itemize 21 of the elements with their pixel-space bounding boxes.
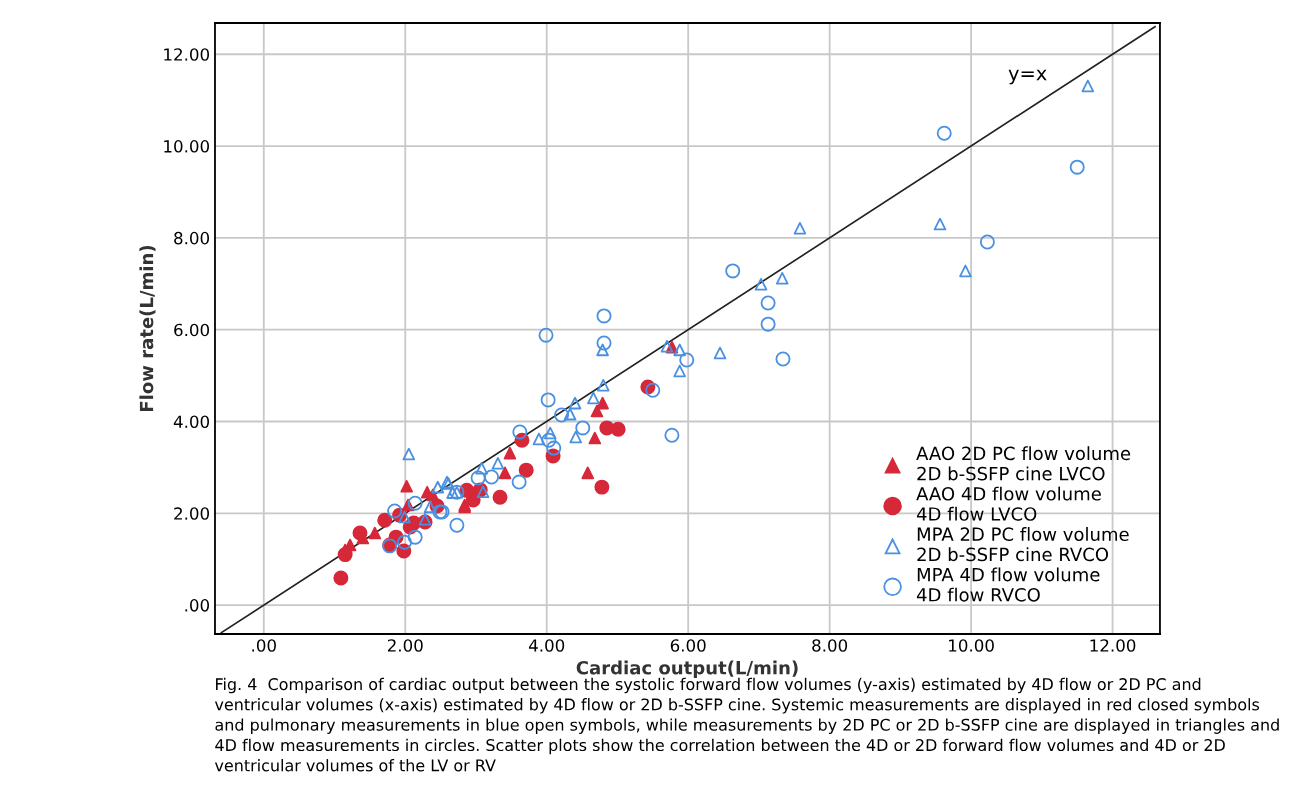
legend-label: MPA 4D flow volume 4D flow RVCO xyxy=(916,567,1100,602)
y-tick-label: 4.00 xyxy=(173,415,210,429)
x-tick-label: 6.00 xyxy=(670,639,706,652)
y-tick-label: .00 xyxy=(185,599,210,612)
x-tick-label: 12.00 xyxy=(1090,639,1136,652)
x-tick-label: 4.00 xyxy=(528,639,565,652)
x-tick-label: 10.00 xyxy=(949,639,994,652)
y-tick-label: 8.00 xyxy=(174,231,210,245)
x-tick-label: 2.00 xyxy=(387,639,423,652)
caption: Fig. 4 Comparison of cardiac output between the systolic forward flow volumes (y-axis) estimated by 4D flow or 2D PC and ventricular volumes (x-axis) estimated by 4D flow or 2D b-SSFP cine. Systemic measurements are displayed in red closed symbols and pulmonary measurements in blue open symbols, while measurements by 2D PC or 2D b-SSFP cine are displayed in triangles and 4D flow measurements in circles. Scatter plots show the correlation between the 4D or 2D forward flow volumes and 4D or 2D ventricular volumes of the LV or RV xyxy=(214,677,1279,772)
y-axis-title: Flow rate(L/min) xyxy=(139,245,156,412)
y-tick-label: 2.00 xyxy=(174,507,210,520)
legend-label: AAO 2D PC flow volume 2D b-SSFP cine LVCO xyxy=(916,446,1131,481)
y-tick-label: 10.00 xyxy=(164,140,210,153)
annotation: y=x xyxy=(1008,69,1047,85)
x-tick-label: .00 xyxy=(252,639,276,652)
legend-label: MPA 2D PC flow volume 2D b-SSFP cine RVCO xyxy=(917,527,1129,562)
y-tick-label: 12.00 xyxy=(164,48,210,61)
y-tick-label: 6.00 xyxy=(174,323,210,337)
x-tick-label: 8.00 xyxy=(812,639,848,652)
legend-label: AAO 4D flow volume 4D flow LVCO xyxy=(916,486,1101,521)
